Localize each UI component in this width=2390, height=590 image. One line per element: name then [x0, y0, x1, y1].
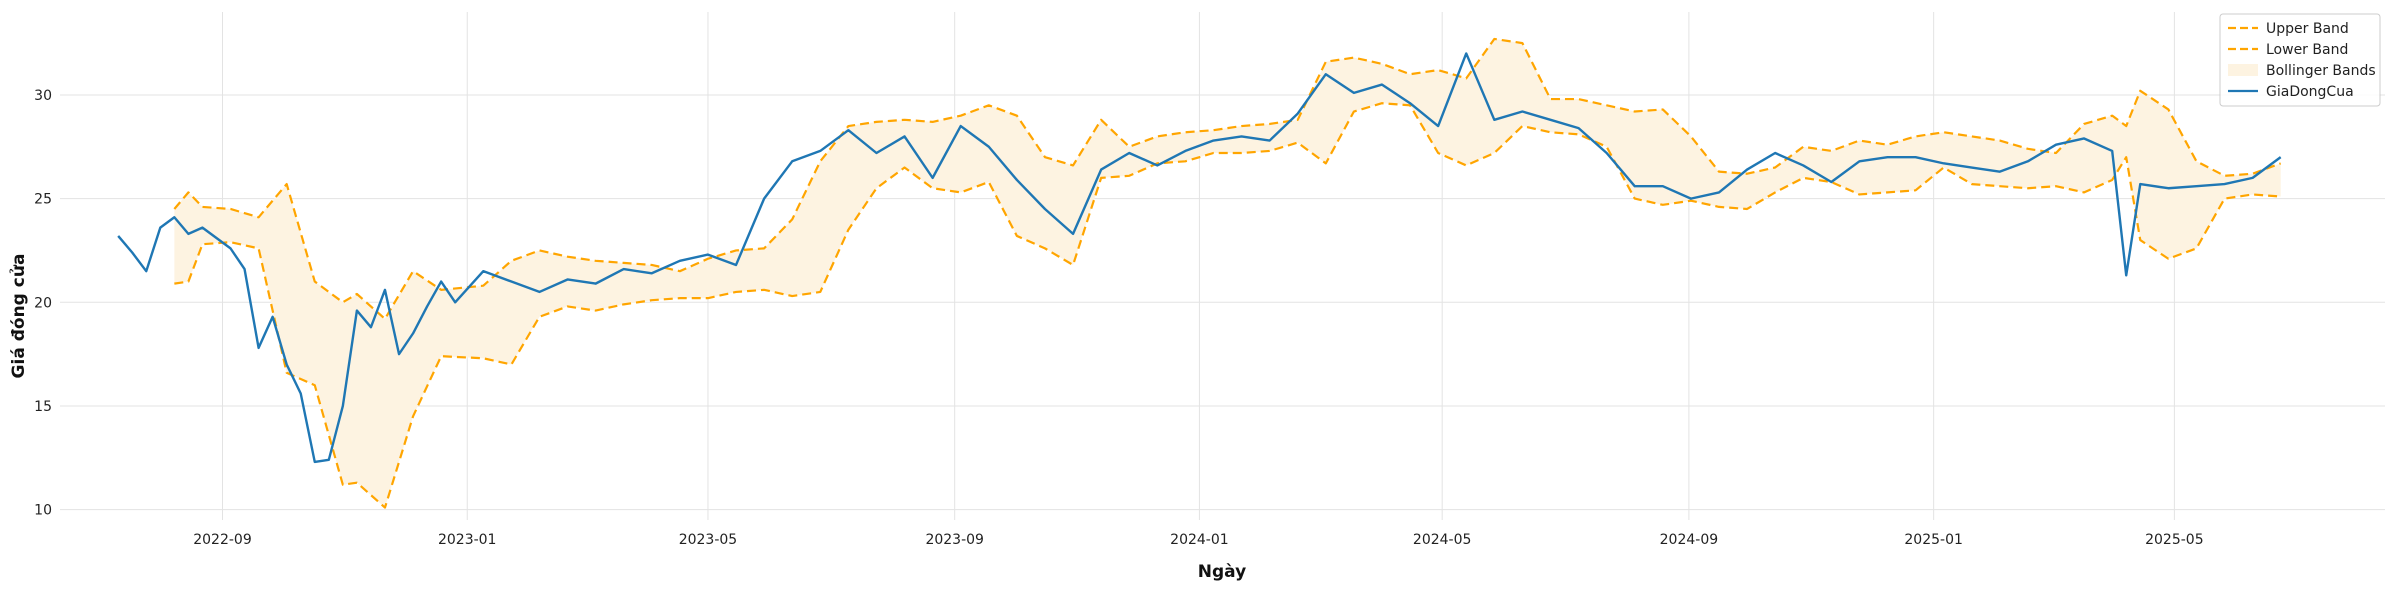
bollinger-band-fill	[174, 38, 2281, 508]
bollinger-band-area	[174, 38, 2281, 508]
y-tick-label: 20	[34, 295, 52, 311]
y-axis-label: Giá đóng cửa	[9, 254, 29, 379]
legend: Upper Band Lower Band Bollinger Bands GiaDo…	[2219, 13, 2381, 107]
legend-swatch-bollinger-bands	[2228, 64, 2258, 76]
y-tick-label: 10	[34, 503, 52, 519]
legend-label: Upper Band	[2266, 21, 2349, 37]
x-tick-label: 2023-01	[438, 532, 497, 548]
legend-label: GiaDongCua	[2266, 84, 2354, 100]
y-axis-ticks: 10 15 20 25 30	[34, 88, 52, 519]
series-lines	[117, 37, 2282, 509]
y-tick-label: 30	[34, 88, 52, 104]
y-tick-label: 25	[34, 192, 52, 208]
x-tick-label: 2025-01	[1904, 532, 1963, 548]
lower-band-line	[174, 102, 2281, 509]
gia-dong-cua-line	[117, 52, 2282, 464]
legend-label: Lower Band	[2266, 42, 2348, 58]
x-tick-label: 2022-09	[193, 532, 252, 548]
x-axis-label: Ngày	[1198, 562, 1246, 582]
x-tick-label: 2023-05	[679, 532, 738, 548]
y-tick-label: 15	[34, 399, 52, 415]
x-tick-label: 2024-01	[1170, 532, 1229, 548]
legend-label: Bollinger Bands	[2266, 63, 2376, 79]
x-tick-label: 2024-09	[1660, 532, 1719, 548]
x-tick-label: 2025-05	[2145, 532, 2204, 548]
upper-band-line	[173, 37, 2282, 320]
legend-box	[2219, 13, 2381, 107]
grid	[60, 12, 2385, 520]
x-axis-ticks: 2022-09 2023-01 2023-05 2023-09 2024-01 2024-…	[193, 532, 2203, 548]
x-tick-label: 2024-05	[1413, 532, 1472, 548]
x-tick-label: 2023-09	[925, 532, 984, 548]
